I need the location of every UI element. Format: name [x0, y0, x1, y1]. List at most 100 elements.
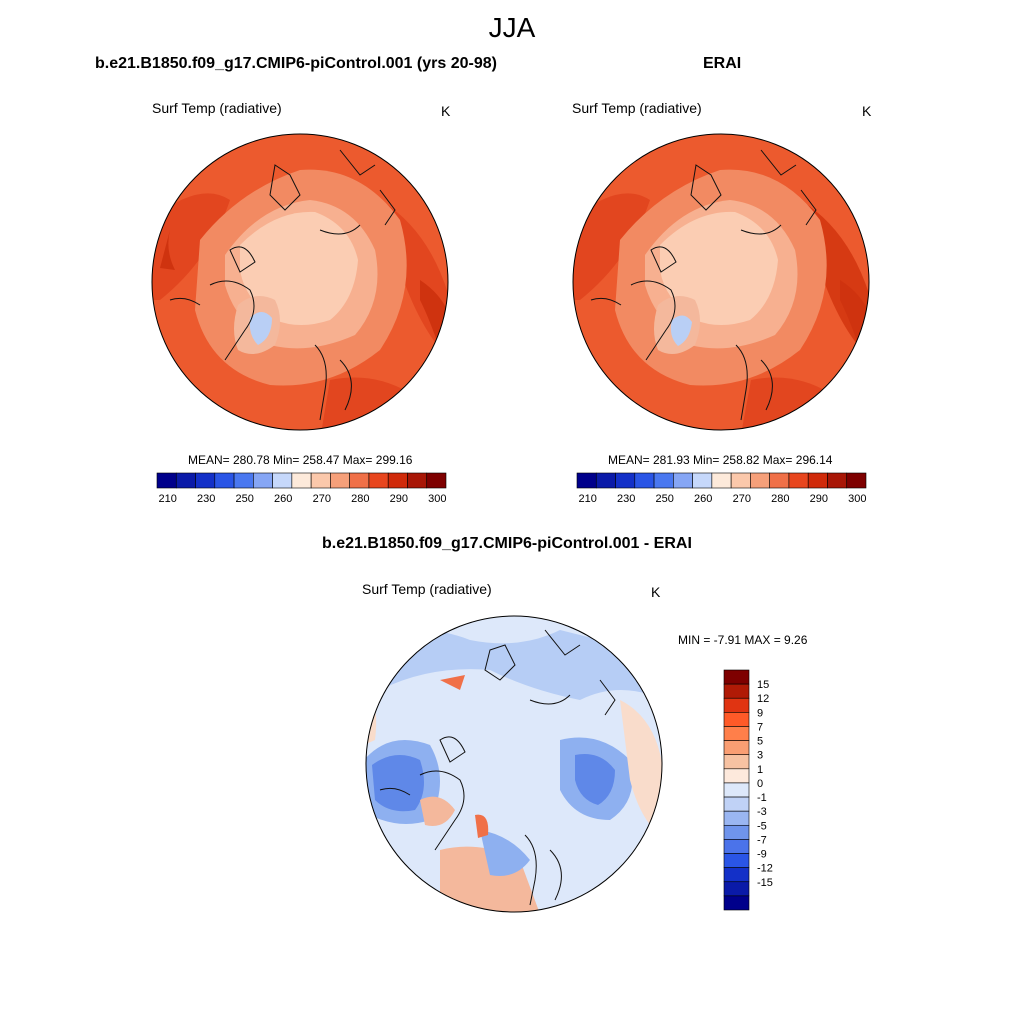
colorbar-box	[426, 472, 447, 489]
map-fill-warm1	[620, 700, 662, 840]
colorbar-box	[723, 669, 750, 685]
colorbar-tick-label: -7	[757, 834, 767, 846]
colorbar-box	[723, 782, 750, 798]
colorbar-box	[750, 472, 770, 489]
colorbar-box	[407, 472, 428, 489]
map-fill-cool3	[575, 754, 615, 805]
colorbar-box	[615, 472, 636, 489]
colorbar-tick-label: 230	[617, 493, 635, 505]
colorbar-tick-label: 250	[656, 493, 674, 505]
map-fill-warm2	[420, 796, 455, 826]
map-fill-cool2	[480, 830, 530, 876]
panel3-stats: MIN = -7.91 MAX = 9.26	[678, 633, 808, 647]
colorbar-tick-label: 260	[694, 493, 712, 505]
colorbar-erai: 210 230 250 260 270 280 290 300	[576, 472, 867, 505]
map-fill-ice	[670, 315, 692, 346]
colorbar-box	[387, 472, 408, 489]
colorbar-box	[723, 768, 750, 784]
panel2-units-label: K	[862, 103, 872, 119]
colorbar-tick-label: 290	[810, 493, 828, 505]
colorbar-box	[576, 472, 597, 489]
colorbar-tick-label: 7	[757, 721, 763, 733]
panel1-variable-label: Surf Temp (radiative)	[152, 100, 282, 116]
map-fill-warmer	[152, 193, 230, 300]
colorbar-box	[807, 472, 828, 489]
panel1-units-label: K	[441, 103, 451, 119]
colorbar-tick-label: 290	[390, 493, 408, 505]
map-fill-warm3	[440, 675, 465, 690]
colorbar-difference: 15 12 9 7 5 3 1 0 -1 -3 -5 -7 -9 -12 -15	[723, 669, 773, 911]
colorbar-tick-label: 270	[313, 493, 331, 505]
colorbar-tick-label: 1	[757, 764, 763, 776]
colorbar-box	[723, 740, 750, 756]
colorbar-tick-label: -3	[757, 806, 767, 818]
colorbar-tick-label: 5	[757, 736, 763, 748]
colorbar-tick-label: -12	[757, 863, 773, 875]
colorbar-box	[233, 472, 254, 489]
colorbar-box	[827, 472, 848, 489]
colorbar-tick-label: 270	[733, 493, 751, 505]
figure-title: JJA	[488, 12, 536, 43]
colorbar-box	[723, 726, 750, 741]
model-polar-map	[152, 134, 448, 430]
map-fill-cool1	[366, 630, 662, 700]
panel3-title: b.e21.B1850.f09_g17.CMIP6-piControl.001 …	[322, 535, 692, 552]
panel3-variable-label: Surf Temp (radiative)	[362, 581, 492, 597]
map-fill-cool3	[372, 755, 424, 812]
colorbar-tick-label: 9	[757, 707, 763, 719]
colorbar-box	[349, 472, 370, 489]
colorbar-box	[214, 472, 235, 489]
colorbar-box	[723, 712, 750, 727]
colorbar-box	[634, 472, 655, 489]
colorbar-tick-label: -9	[757, 849, 767, 861]
colorbar-box	[846, 472, 867, 489]
colorbar-box	[330, 472, 350, 489]
panel1-title: b.e21.B1850.f09_g17.CMIP6-piControl.001 …	[95, 55, 497, 72]
colorbar-box	[253, 472, 273, 489]
coastline-lines	[590, 149, 817, 421]
map-fill-warm3	[475, 814, 489, 838]
colorbar-box	[723, 867, 750, 883]
colorbar-box	[310, 472, 331, 489]
map-fill-warmer	[573, 193, 650, 300]
colorbar-tick-label: 280	[771, 493, 789, 505]
colorbar-tick-label: 300	[428, 493, 446, 505]
colorbar-tick-label: -1	[757, 792, 767, 804]
colorbar-box	[368, 472, 389, 489]
colorbar-tick-label: 230	[197, 493, 215, 505]
colorbar-box	[291, 472, 312, 489]
colorbar-tick-label: 210	[578, 493, 596, 505]
colorbar-tick-label: 260	[274, 493, 292, 505]
erai-polar-map	[573, 134, 869, 430]
colorbar-tick-label: 280	[351, 493, 369, 505]
colorbar-box	[692, 472, 713, 489]
colorbar-box	[595, 472, 616, 489]
colorbar-box	[723, 754, 750, 770]
colorbar-box	[723, 810, 750, 826]
colorbar-box	[673, 472, 693, 489]
coastline-lines	[379, 629, 616, 906]
colorbar-tick-label: 0	[757, 778, 763, 790]
panel2-variable-label: Surf Temp (radiative)	[572, 100, 702, 116]
map-fill-ice	[249, 312, 272, 345]
colorbar-box	[723, 796, 750, 812]
colorbar-box	[653, 472, 674, 489]
map-fill-cold	[660, 211, 778, 325]
colorbar-tick-label: 12	[757, 693, 769, 705]
panel2-stats: MEAN= 281.93 Min= 258.82 Max= 296.14	[608, 453, 833, 467]
colorbar-box	[769, 472, 790, 489]
colorbar-tick-label: 300	[848, 493, 866, 505]
colorbar-tick-label: -15	[757, 877, 773, 889]
colorbar-box	[272, 472, 293, 489]
colorbar-box	[723, 824, 750, 840]
colorbar-box	[723, 697, 750, 713]
colorbar-model: 210 230 250 260 270 280 290 300	[156, 472, 447, 505]
colorbar-box	[711, 472, 732, 489]
difference-polar-map	[366, 616, 662, 912]
colorbar-tick-label: 15	[757, 679, 769, 691]
panel1-stats: MEAN= 280.78 Min= 258.47 Max= 299.16	[188, 453, 413, 467]
colorbar-box	[723, 895, 750, 911]
colorbar-box	[156, 472, 177, 489]
model-map-border	[151, 133, 449, 431]
